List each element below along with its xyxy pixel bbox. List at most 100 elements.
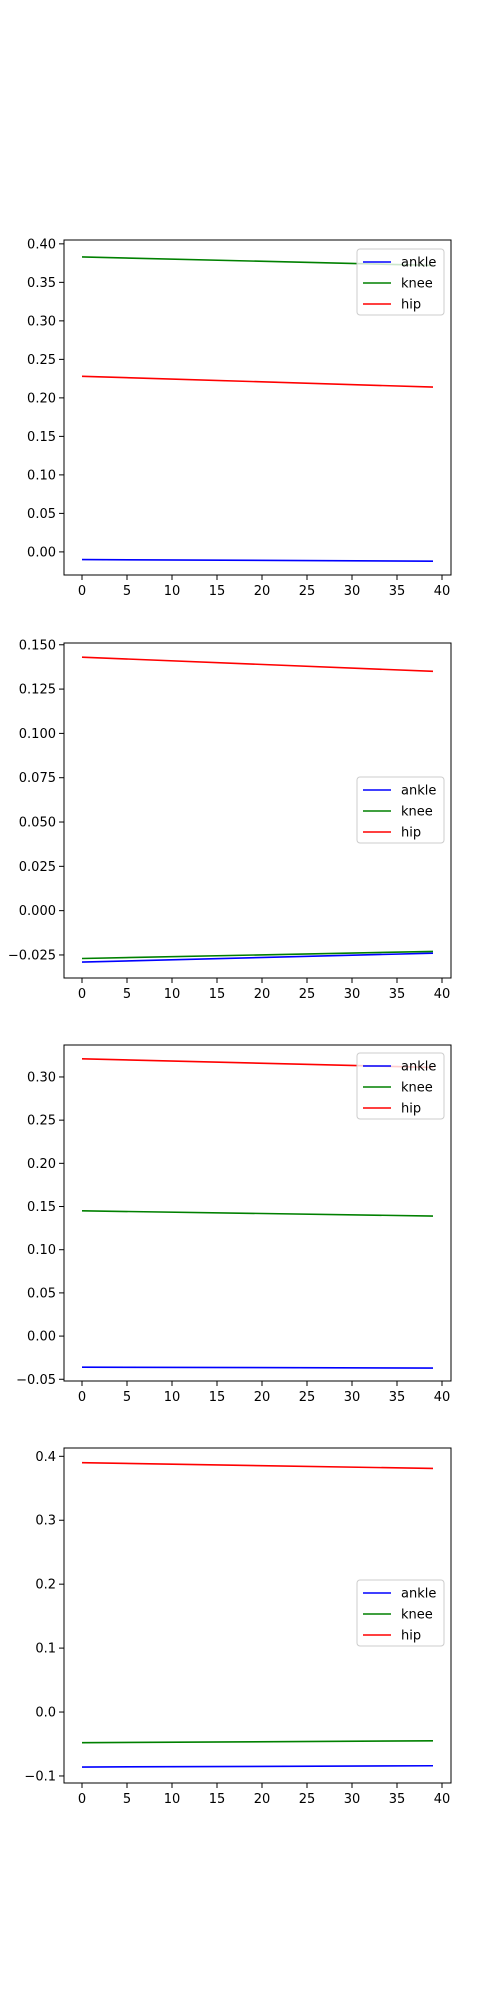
x-tick-label: 20 bbox=[254, 1792, 271, 1807]
legend-label-ankle: ankle bbox=[401, 1587, 436, 1602]
x-tick-label: 30 bbox=[344, 584, 361, 599]
y-tick-label: 0.2 bbox=[35, 1578, 56, 1593]
series-line-knee bbox=[81, 950, 434, 960]
y-tick-label: 0.25 bbox=[27, 353, 56, 368]
x-tick-label: 15 bbox=[209, 987, 226, 1002]
series-line-ankle bbox=[81, 1366, 434, 1369]
x-tick-label: 5 bbox=[123, 987, 131, 1002]
legend-label-knee: knee bbox=[401, 1081, 433, 1096]
x-tick-label: 40 bbox=[434, 987, 451, 1002]
y-tick-label: 0.050 bbox=[19, 816, 56, 831]
x-tick-label: 35 bbox=[389, 1390, 406, 1405]
subplot-3: 0 5 10 15 20 25 30 35 40 0.30 0.25 0.20 0.15 0.10 0.05… bbox=[16, 1044, 452, 1405]
x-tick-label: 35 bbox=[389, 1792, 406, 1807]
legend-label-knee: knee bbox=[401, 805, 433, 820]
x-tick-label: 35 bbox=[389, 987, 406, 1002]
axes-frame bbox=[63, 1044, 452, 1382]
legend: ankle knee hip bbox=[356, 1579, 445, 1647]
x-tick-label: 15 bbox=[209, 1792, 226, 1807]
y-tick-label: 0.25 bbox=[27, 1114, 56, 1129]
y-tick-label: 0.15 bbox=[27, 430, 56, 445]
legend-box bbox=[356, 776, 445, 844]
y-tick-label: 0.00 bbox=[27, 1330, 56, 1345]
y-tick-label: −0.1 bbox=[24, 1769, 56, 1784]
legend-label-hip: hip bbox=[401, 298, 421, 313]
legend-label-knee: knee bbox=[401, 1608, 433, 1623]
legend-box bbox=[356, 1052, 445, 1120]
series-line-hip bbox=[81, 375, 434, 388]
x-tick-label: 15 bbox=[209, 584, 226, 599]
legend-label-ankle: ankle bbox=[401, 1060, 436, 1075]
series-line-hip bbox=[81, 1461, 434, 1470]
y-tick-label: 0.0 bbox=[35, 1706, 56, 1721]
y-tick-label: 0.30 bbox=[27, 314, 56, 329]
x-tick-label: 30 bbox=[344, 1792, 361, 1807]
legend: ankle knee hip bbox=[356, 1052, 445, 1120]
y-tick-label: 0.00 bbox=[27, 545, 56, 560]
x-tick-label: 10 bbox=[164, 1390, 181, 1405]
legend-label-ankle: ankle bbox=[401, 784, 436, 799]
x-tick-label: 0 bbox=[78, 584, 86, 599]
x-tick-label: 25 bbox=[299, 584, 316, 599]
y-tick-label: 0.15 bbox=[27, 1200, 56, 1215]
series-line-ankle bbox=[81, 558, 434, 562]
x-tick-label: 0 bbox=[78, 1792, 86, 1807]
series-line-ankle bbox=[81, 952, 434, 963]
y-tick-label: 0.30 bbox=[27, 1070, 56, 1085]
x-tick-label: 35 bbox=[389, 584, 406, 599]
legend-box bbox=[356, 1579, 445, 1647]
x-tick-label: 15 bbox=[209, 1390, 226, 1405]
x-tick-label: 5 bbox=[123, 1390, 131, 1405]
axes-frame bbox=[63, 239, 452, 576]
x-tick-label: 10 bbox=[164, 584, 181, 599]
y-tick-label: 0.4 bbox=[35, 1450, 56, 1465]
legend-label-hip: hip bbox=[401, 1629, 421, 1644]
x-tick-label: 25 bbox=[299, 987, 316, 1002]
x-tick-label: 20 bbox=[254, 987, 271, 1002]
y-tick-label: 0.20 bbox=[27, 1157, 56, 1172]
y-tick-label: 0.075 bbox=[19, 771, 56, 786]
y-tick-label: 0.10 bbox=[27, 1243, 56, 1258]
x-tick-label: 30 bbox=[344, 1390, 361, 1405]
x-tick-label: 40 bbox=[434, 1792, 451, 1807]
y-tick-label: 0.10 bbox=[27, 468, 56, 483]
x-tick-label: 25 bbox=[299, 1390, 316, 1405]
axes-frame bbox=[63, 1447, 452, 1784]
axes-frame bbox=[63, 642, 452, 979]
y-tick-label: 0.100 bbox=[19, 727, 56, 742]
y-tick-label: 0.20 bbox=[27, 391, 56, 406]
series-line-knee bbox=[81, 1740, 434, 1744]
legend: ankle knee hip bbox=[356, 776, 445, 844]
legend-label-hip: hip bbox=[401, 1102, 421, 1117]
y-tick-label: 0.40 bbox=[27, 237, 56, 252]
series-line-knee bbox=[81, 1210, 434, 1217]
subplot-2: 0 5 10 15 20 25 30 35 40 0.150 0.125 0.100 0.075 0.05… bbox=[8, 638, 452, 1002]
legend-box bbox=[356, 248, 445, 316]
x-tick-label: 25 bbox=[299, 1792, 316, 1807]
x-tick-label: 5 bbox=[123, 1792, 131, 1807]
x-tick-label: 20 bbox=[254, 584, 271, 599]
series-line-ankle bbox=[81, 1764, 434, 1768]
y-tick-label: 0.025 bbox=[19, 860, 56, 875]
y-tick-label: 0.150 bbox=[19, 638, 56, 653]
y-tick-label: −0.05 bbox=[16, 1373, 56, 1388]
x-tick-label: 40 bbox=[434, 584, 451, 599]
x-tick-label: 0 bbox=[78, 987, 86, 1002]
x-tick-label: 30 bbox=[344, 987, 361, 1002]
y-tick-label: 0.3 bbox=[35, 1514, 56, 1529]
y-tick-label: 0.1 bbox=[35, 1642, 56, 1657]
series-line-hip bbox=[81, 656, 434, 673]
legend-label-knee: knee bbox=[401, 277, 433, 292]
legend: ankle knee hip bbox=[356, 248, 445, 316]
x-tick-label: 0 bbox=[78, 1390, 86, 1405]
y-tick-label: 0.000 bbox=[19, 904, 56, 919]
y-tick-label: 0.05 bbox=[27, 507, 56, 522]
subplot-1: 0 5 10 15 20 25 30 35 40 0.40 0.35 0.30 0.25 0.20 0.15… bbox=[27, 237, 452, 599]
legend-label-hip: hip bbox=[401, 826, 421, 841]
x-tick-label: 10 bbox=[164, 987, 181, 1002]
x-tick-label: 10 bbox=[164, 1792, 181, 1807]
legend-label-ankle: ankle bbox=[401, 256, 436, 271]
x-tick-label: 40 bbox=[434, 1390, 451, 1405]
y-tick-label: 0.05 bbox=[27, 1286, 56, 1301]
